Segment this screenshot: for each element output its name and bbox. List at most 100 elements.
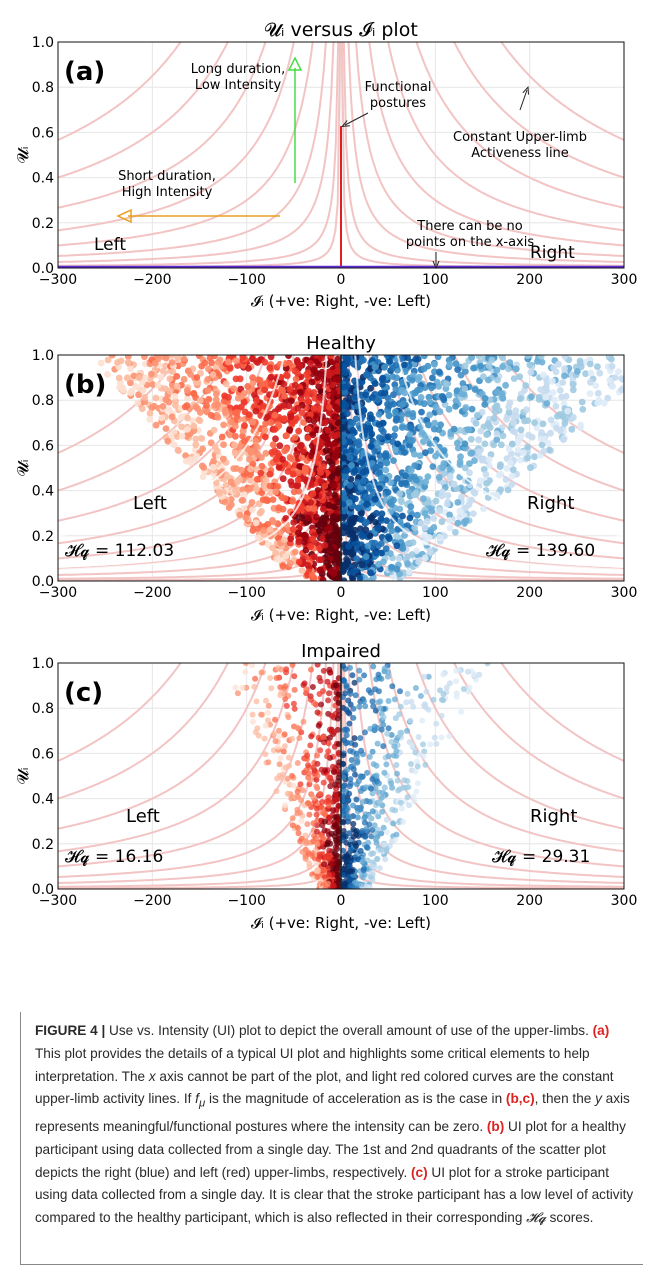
scatter-point [507,450,515,458]
scatter-point [149,381,157,388]
scatter-point [426,398,434,406]
scatter-point [404,727,411,734]
scatter-point [253,485,260,493]
scatter-point [301,531,308,539]
scatter-point [505,365,512,373]
scatter-point [225,504,233,511]
scatter-point [151,359,159,367]
scatter-point [226,364,234,372]
caption-text: is the magnitude of acceleration as is t… [205,1091,506,1107]
scatter-point [397,731,404,738]
scatter-point [340,872,347,878]
scatter-point [298,454,306,461]
scatter-point [382,466,390,474]
scatter-point [341,473,348,481]
scatter-point [417,693,424,699]
scatter-point [157,373,165,381]
scatter-point [456,508,464,515]
scatter-point [222,409,229,416]
scatter-point [168,413,176,421]
scatter-point [523,406,530,414]
scatter-point [435,368,443,376]
panel-c: Impaired −300 −200 −100 0 100 200 300 0.0 0.2 0.4… [13,641,637,932]
scatter-point [414,763,421,770]
activeness-curve [347,663,624,884]
scatter-point [561,365,568,372]
scatter-point [287,413,295,421]
scatter-point [141,355,148,361]
scatter-point [457,453,464,461]
panel-c-right-label: Right [530,806,577,827]
caption-text: UI plot for a stroke participant using d… [35,1164,634,1226]
scatter-point [266,526,274,534]
scatter-point [353,781,360,788]
activeness-curve [58,663,327,878]
scatter-point [450,425,458,433]
scatter-point [226,431,234,439]
scatter-point [262,414,270,422]
scatter-point [508,472,516,480]
scatter-point [383,845,390,852]
scatter-point [153,355,161,360]
scatter-point [393,532,400,540]
scatter-point [180,355,188,363]
scatter-point [512,407,520,415]
activeness-curve [58,42,335,263]
scatter-point [307,499,315,506]
scatter-point [385,433,392,441]
scatter-point [372,463,380,471]
scatter-point [271,426,278,433]
scatter-point [399,545,407,552]
scatter-point [104,371,111,378]
scatter-point [279,475,287,483]
scatter-point [244,383,252,390]
scatter-point [512,365,520,373]
scatter-point [198,462,206,470]
scatter-point [508,480,516,488]
scatter-point [461,385,469,392]
scatter-point [273,788,280,795]
constant-activeness-pointer [519,90,527,111]
scatter-point [326,524,333,532]
activeness-curve [58,42,295,232]
scatter-point [304,369,312,377]
scatter-point [428,384,435,392]
scatter-point [461,362,469,370]
scatter-point [376,469,383,477]
scatter-point [291,673,298,680]
scatter-point [277,755,284,762]
scatter-point [330,389,338,396]
scatter-point [289,470,297,478]
scatter-point [347,550,355,558]
scatter-point [369,488,377,496]
scatter-point [335,691,342,698]
functional-postures-label: Functional postures [365,80,432,111]
long-duration-arrowhead-icon [287,56,303,71]
scatter-point [358,509,365,517]
scatter-point [477,427,485,435]
scatter-point [325,794,332,801]
scatter-point [170,441,178,449]
scatter-point [333,515,340,523]
scatter-point [295,830,302,837]
scatter-point [380,721,387,728]
scatter-point [314,772,321,779]
scatter-point [232,684,239,691]
scatter-point [222,481,230,489]
scatter-point [291,705,298,712]
scatter-point [526,361,534,369]
scatter-point [332,682,339,689]
scatter-point [267,675,274,681]
panel-c-scatter-points [232,663,491,889]
scatter-point [123,374,131,382]
scatter-point [252,407,260,415]
scatter-point [242,514,250,522]
scatter-point [552,368,560,376]
x-tick-label: 0 [337,893,346,909]
scatter-point [114,359,121,366]
scatter-point [353,831,360,838]
scatter-point [509,466,517,474]
scatter-point [421,748,428,755]
scatter-point [304,397,312,405]
scatter-point [127,365,134,373]
